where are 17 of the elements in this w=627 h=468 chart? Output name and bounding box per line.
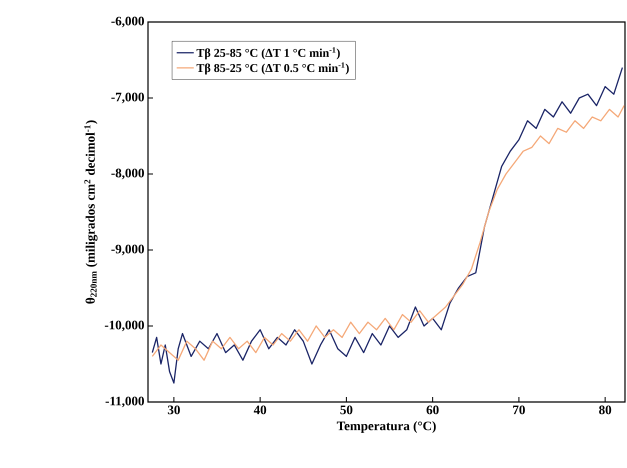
- x-tick-label: 70: [513, 406, 525, 414]
- y-tick-label: -9,000: [111, 244, 144, 256]
- x-tick-label: 80: [599, 406, 612, 414]
- legend-label: Tβ 85-25 °C (ΔT 0.5 °C min$^{-1}$): [196, 62, 349, 75]
- y-axis-title: θ$_{220nm}$ (miligrados cm$^{2}$ decimol$^{-1}$): [84, 120, 98, 304]
- x-tick-label: 40: [254, 406, 266, 414]
- y-tick-label: -6,000: [111, 16, 144, 28]
- x-tick-label: 50: [340, 406, 352, 414]
- x-tick-label: 30: [168, 406, 180, 414]
- line-series: [152, 104, 625, 361]
- x-tick-label: 60: [426, 406, 439, 414]
- x-axis-title: Temperatura (°C): [336, 421, 436, 433]
- y-tick-label: -11,000: [106, 396, 144, 408]
- y-tick-label: -7,000: [111, 92, 144, 104]
- legend-label: Tβ 25-85 °C (ΔT 1 °C min$^{-1}$): [196, 47, 340, 60]
- y-tick-label: -10,000: [104, 320, 144, 332]
- y-tick-label: -8,000: [111, 168, 144, 180]
